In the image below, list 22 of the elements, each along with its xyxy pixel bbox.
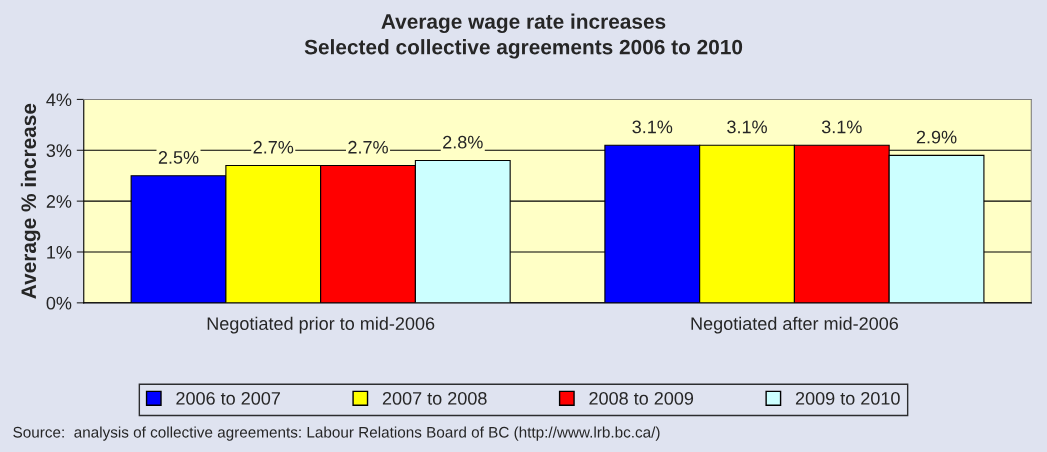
y-tick-label: 2% <box>46 195 72 208</box>
y-tick-label: 3% <box>46 144 72 158</box>
y-tick-label: 4% <box>46 93 72 107</box>
data-label: 3.1% <box>727 120 767 134</box>
y-tick-label: 0% <box>46 296 72 310</box>
legend-label: 2009 to 2010 <box>795 391 900 405</box>
data-label: 3.1% <box>821 120 862 134</box>
data-label: 2.9% <box>916 130 957 144</box>
legend-label: 2007 to 2008 <box>382 391 487 405</box>
data-label: 2.7% <box>253 140 294 154</box>
legend-label: 2006 to 2007 <box>176 391 280 405</box>
x-tick-label: Negotiated after mid-2006 <box>691 316 899 334</box>
data-label: 2.8% <box>443 135 483 149</box>
chart-title: Average wage rate increases Selected collective agreements 2006 to 2010 <box>304 13 743 59</box>
y-axis-title: Average % increase <box>20 103 41 299</box>
data-label: 2.5% <box>158 151 199 164</box>
x-tick-label: Negotiated prior to mid-2006 <box>207 316 435 334</box>
data-label: 3.1% <box>632 120 673 134</box>
data-label: 2.7% <box>348 140 388 154</box>
source-note: Source: analysis of collective agreements: Labour Relations Board of BC (http://www.lrb.bc.ca/) <box>13 426 660 441</box>
y-tick-label: 1% <box>47 246 72 259</box>
legend-label: 2008 to 2009 <box>589 391 694 405</box>
